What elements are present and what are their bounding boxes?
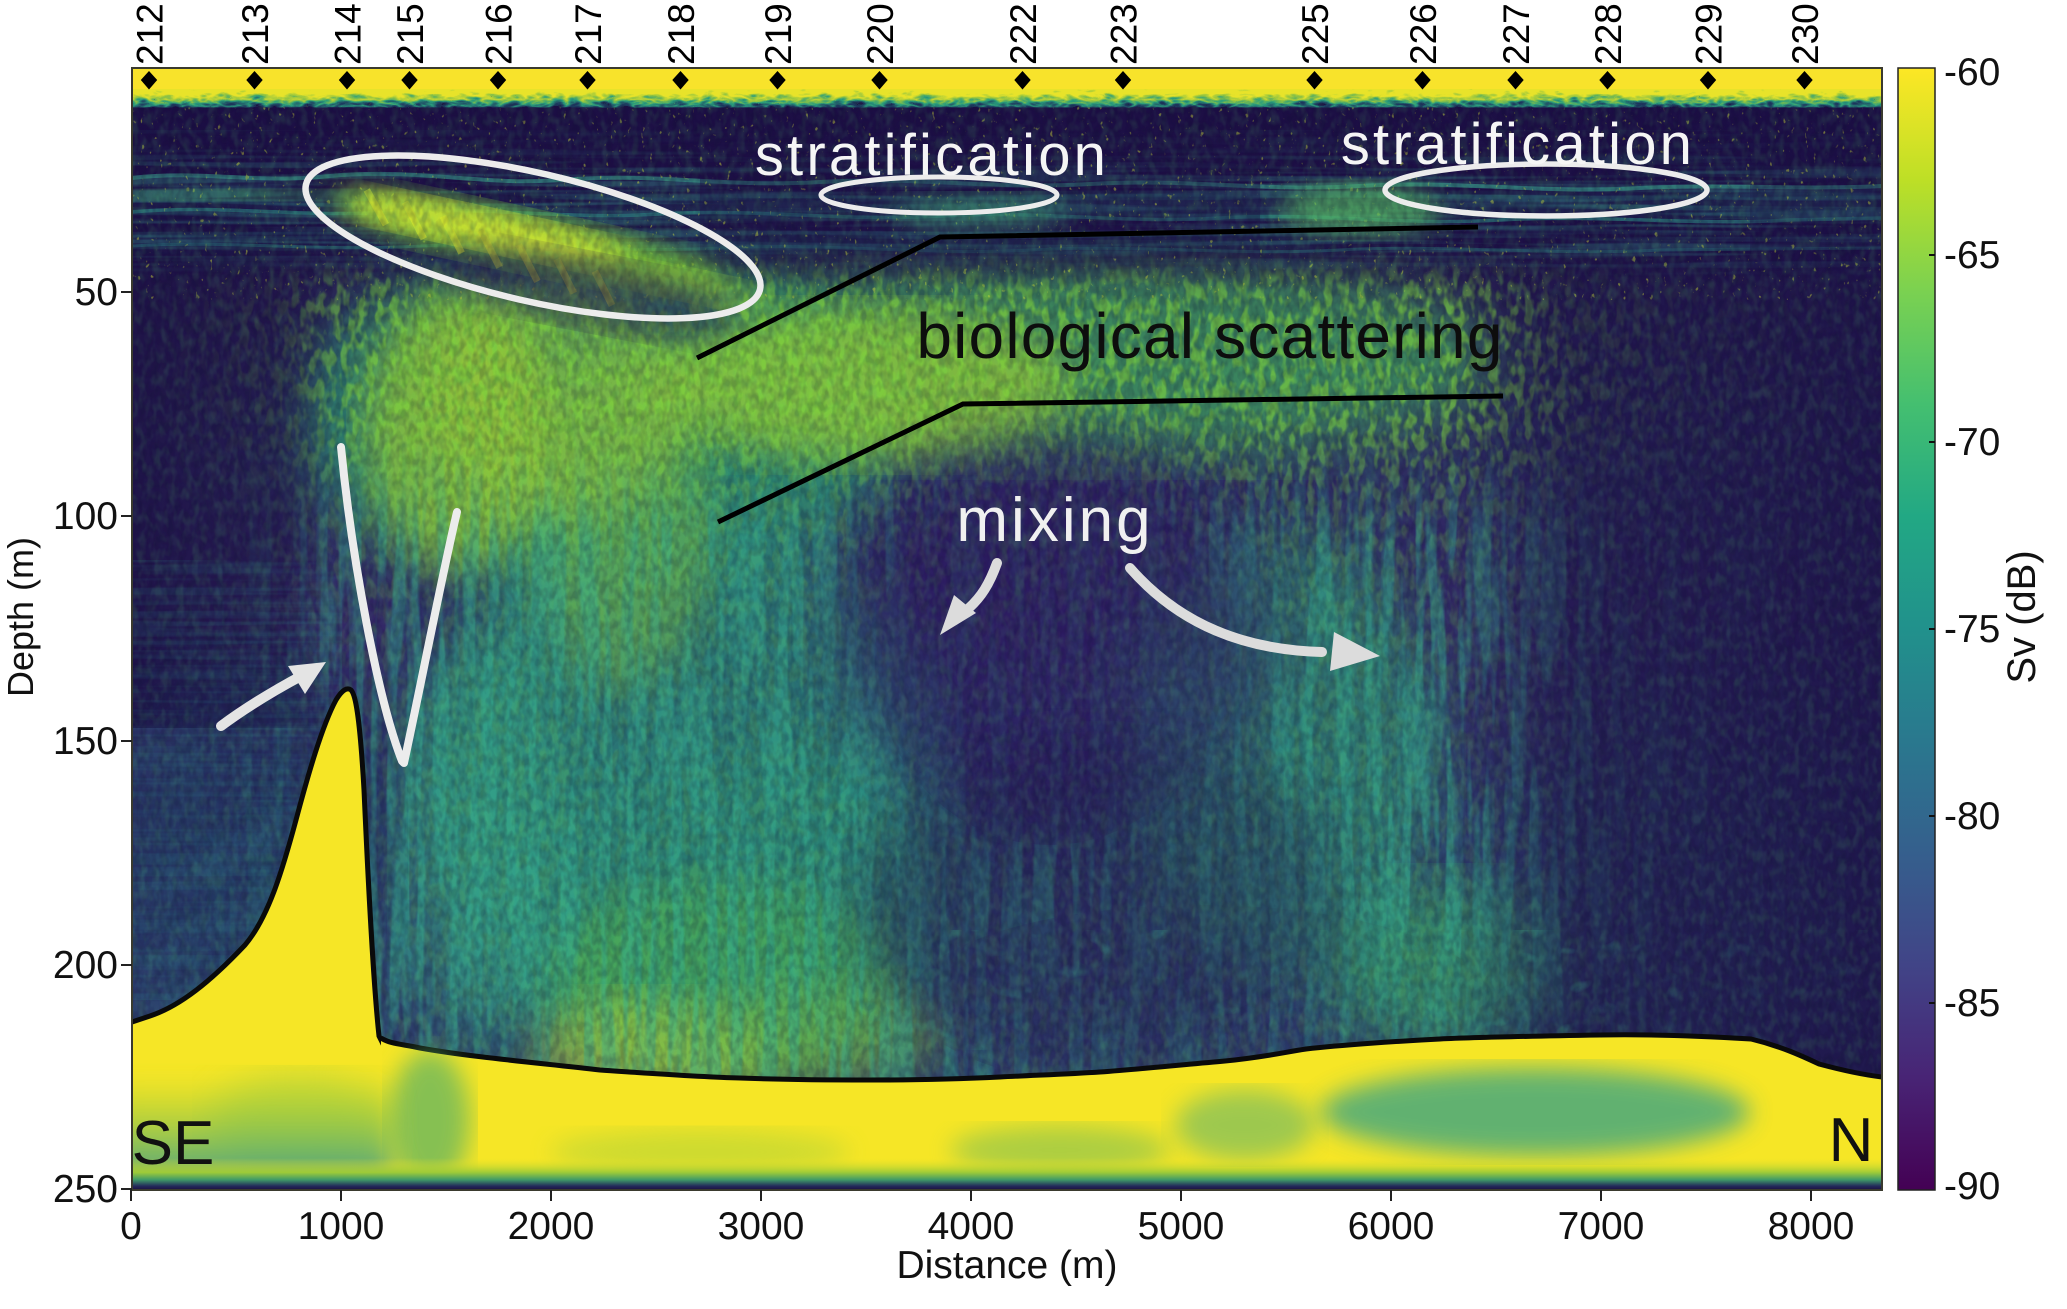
svg-text:-85: -85 [1944, 982, 2000, 1025]
svg-text:biological scattering: biological scattering [916, 300, 1503, 372]
svg-text:6000: 6000 [1348, 1205, 1435, 1248]
svg-text:0: 0 [120, 1205, 142, 1248]
svg-text:229: 229 [1689, 3, 1730, 65]
svg-text:-75: -75 [1944, 608, 2000, 651]
svg-text:-70: -70 [1944, 421, 2000, 464]
svg-text:stratification: stratification [755, 123, 1109, 188]
svg-text:220: 220 [860, 3, 901, 65]
svg-text:226: 226 [1403, 3, 1444, 65]
svg-text:-80: -80 [1944, 795, 2000, 838]
svg-text:222: 222 [1003, 3, 1044, 65]
svg-text:SE: SE [132, 1109, 215, 1178]
svg-text:228: 228 [1588, 3, 1629, 65]
svg-text:217: 217 [568, 3, 609, 65]
svg-text:4000: 4000 [928, 1205, 1015, 1248]
svg-text:7000: 7000 [1558, 1205, 1645, 1248]
svg-text:mixing: mixing [956, 486, 1153, 555]
svg-text:219: 219 [758, 3, 799, 65]
svg-text:216: 216 [479, 3, 520, 65]
svg-text:100: 100 [53, 495, 118, 538]
svg-text:5000: 5000 [1138, 1205, 1225, 1248]
svg-text:200: 200 [53, 944, 118, 987]
svg-text:214: 214 [328, 3, 369, 65]
svg-text:Sv (dB): Sv (dB) [2000, 550, 2044, 683]
svg-text:8000: 8000 [1768, 1205, 1855, 1248]
svg-text:212: 212 [130, 3, 171, 65]
svg-text:230: 230 [1785, 3, 1826, 65]
svg-text:227: 227 [1496, 3, 1537, 65]
svg-text:Depth (m): Depth (m) [0, 537, 41, 697]
svg-text:-60: -60 [1944, 51, 2000, 94]
svg-text:50: 50 [75, 271, 118, 314]
svg-text:N: N [1829, 1106, 1874, 1175]
svg-text:Distance (m): Distance (m) [896, 1244, 1117, 1287]
svg-text:250: 250 [53, 1168, 118, 1211]
svg-text:-90: -90 [1944, 1165, 2000, 1208]
svg-text:213: 213 [235, 3, 276, 65]
svg-text:3000: 3000 [718, 1205, 805, 1248]
svg-text:218: 218 [661, 3, 702, 65]
svg-text:223: 223 [1104, 3, 1145, 65]
svg-text:225: 225 [1295, 3, 1336, 65]
svg-text:-65: -65 [1944, 234, 2000, 277]
svg-text:150: 150 [53, 720, 118, 763]
svg-text:1000: 1000 [298, 1205, 385, 1248]
svg-text:2000: 2000 [508, 1205, 595, 1248]
svg-text:215: 215 [390, 3, 431, 65]
svg-text:stratification: stratification [1341, 112, 1695, 177]
